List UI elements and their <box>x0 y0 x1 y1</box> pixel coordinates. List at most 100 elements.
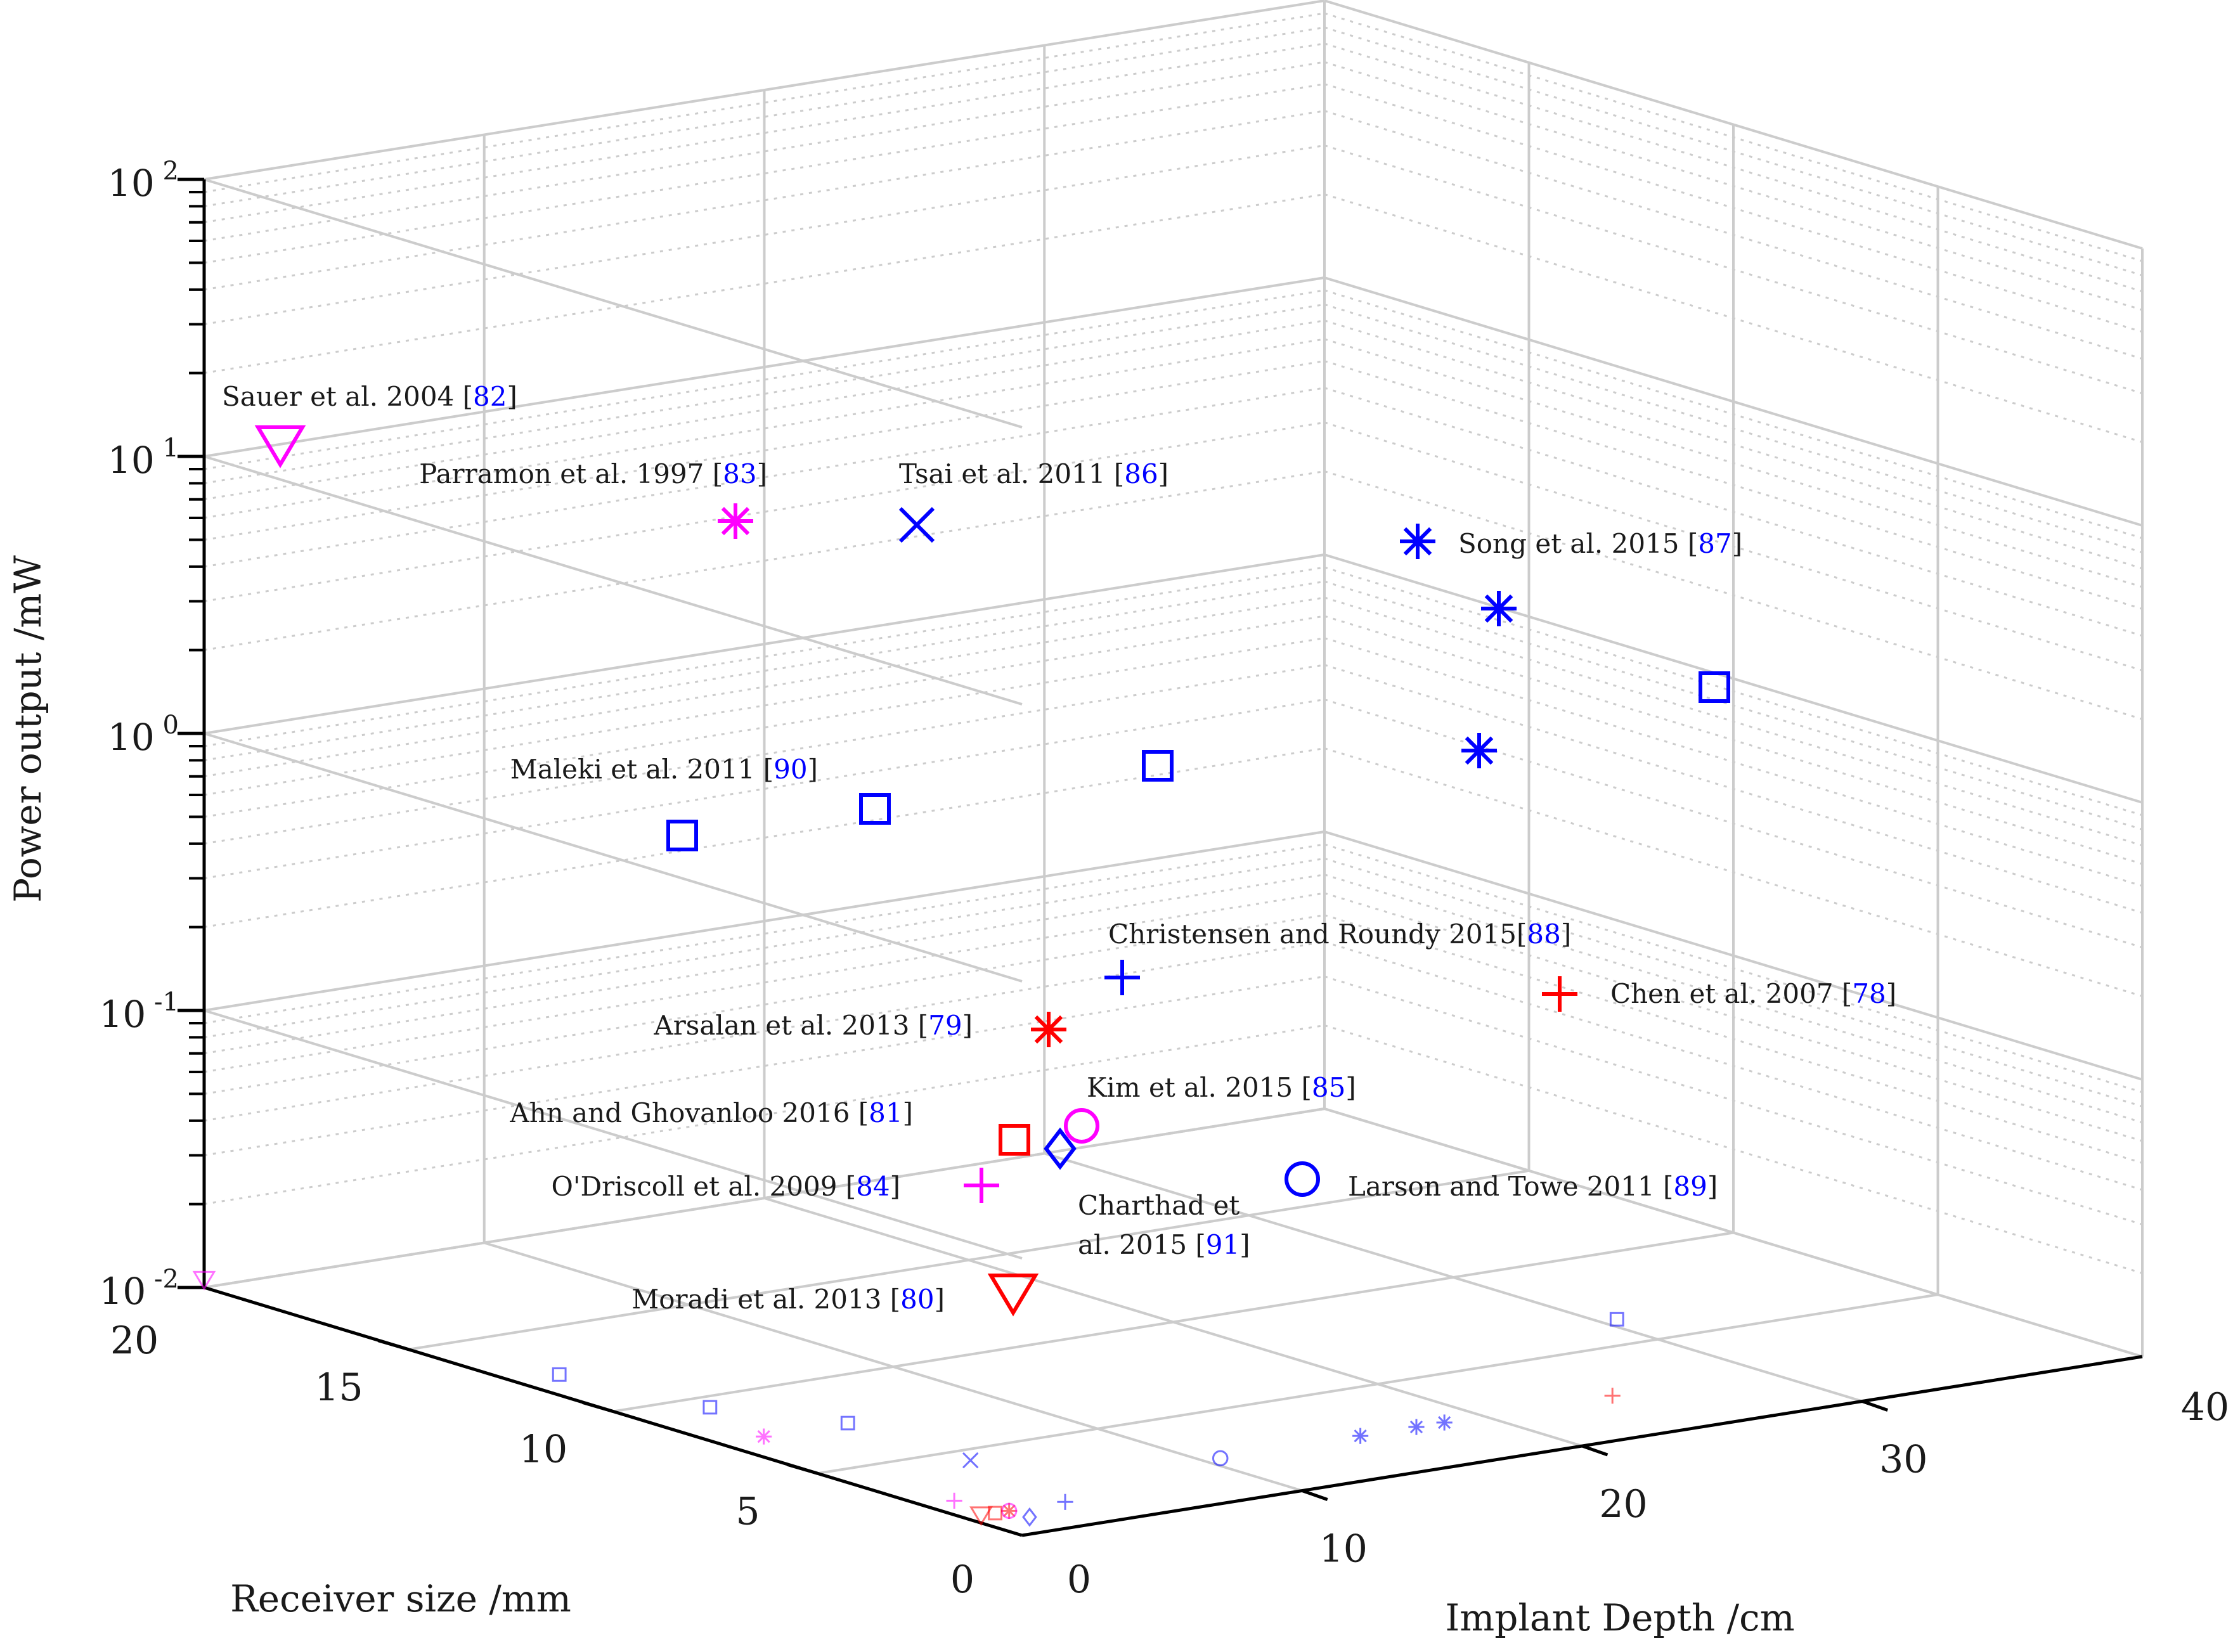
grid-floor-line <box>408 1169 1529 1351</box>
floor-shadow-marker <box>1001 1502 1018 1519</box>
y-axis-label: Receiver size /mm <box>230 1577 571 1620</box>
data-point-label: Tsai et al. 2011 [86] <box>899 458 1168 489</box>
depth-tick <box>1861 1400 1889 1412</box>
grid-minor-line <box>204 914 1325 1095</box>
grid-minor-line <box>204 857 1325 1038</box>
grid-minor-line <box>204 303 1325 484</box>
data-point-marker <box>1285 1161 1320 1197</box>
data-point-label: Moradi et al. 2013 [80] <box>631 1284 945 1315</box>
depth-tick-label: 20 <box>1599 1482 1647 1526</box>
size-tick-label: 0 <box>950 1558 974 1602</box>
data-point-label: O'Driscoll et al. 2009 [84] <box>552 1171 900 1202</box>
grid-minor-line <box>204 319 1325 501</box>
data-point-label: Sauer et al. 2004 [82] <box>222 381 517 412</box>
data-point-label: Song et al. 2015 [87] <box>1458 528 1742 559</box>
data-point-label: Chen et al. 2007 [78] <box>1610 978 1896 1009</box>
floor-shadow-marker <box>1609 1312 1624 1327</box>
data-point-marker <box>898 507 935 543</box>
grid-minor-line <box>204 42 1325 224</box>
grid-minor-line <box>204 664 1325 845</box>
data-point-label: Maleki et al. 2011 [90] <box>510 754 818 785</box>
axes-layer: 10 -2 10 -1 10 0 10 1 10 2 20 15 10 5 0 0 10 20 30 40 <box>100 157 2230 1602</box>
grid-minor-line <box>204 941 1325 1122</box>
data-point-marker <box>254 425 306 468</box>
z-tick-label: 10 -2 <box>100 1265 179 1313</box>
grid-minor-line <box>204 422 1325 602</box>
grid-minor-line <box>204 566 1325 747</box>
data-point-marker <box>964 1168 999 1203</box>
data-point-marker <box>987 1274 1039 1317</box>
grid-minor-line <box>204 747 1325 928</box>
grid-minor-line <box>204 597 1325 778</box>
size-tick-label: 10 <box>519 1428 567 1472</box>
marks-layer <box>192 425 1730 1527</box>
depth-tick <box>1301 1489 1328 1501</box>
grid-minor-line <box>204 193 1325 374</box>
grid-minor-line <box>204 843 1325 1024</box>
grid-minor-line <box>204 12 1325 193</box>
z-tick-label: 10 1 <box>108 434 179 482</box>
floor-shadow-marker <box>988 1506 1002 1521</box>
z-tick-label: 10 2 <box>108 157 179 205</box>
size-tick-label: 15 <box>314 1365 363 1410</box>
floor-shadow-marker <box>756 1428 772 1445</box>
grid-floor-line <box>204 1107 1325 1289</box>
grid-minor-line <box>204 61 1325 242</box>
grid-minor-line <box>204 470 1325 651</box>
data-point-marker <box>1064 1108 1099 1144</box>
data-point-marker <box>859 793 891 825</box>
data-point-marker <box>1699 671 1730 703</box>
data-point-marker <box>1044 1127 1077 1170</box>
data-point-label: Larson and Towe 2011 [89] <box>1348 1171 1718 1202</box>
grid-major-line <box>204 1009 1023 1260</box>
grid-minor-line <box>204 360 1325 541</box>
size-tick-label: 5 <box>735 1489 760 1533</box>
floor-shadow-marker <box>552 1367 567 1382</box>
floor-shadow-marker <box>946 1492 962 1509</box>
depth-tick-label: 10 <box>1319 1527 1368 1571</box>
floor-shadow-marker <box>1408 1419 1425 1435</box>
grid-minor-line <box>204 145 1325 325</box>
size-tick <box>582 1401 614 1413</box>
grid-minor-line <box>204 699 1325 879</box>
floor-shadow-marker <box>1212 1450 1229 1467</box>
floor-shadow-marker <box>840 1416 855 1431</box>
data-point-label: Ahn and Ghovanloo 2016 [81] <box>509 1097 913 1128</box>
depth-tick-label: 40 <box>2181 1385 2229 1429</box>
grid-minor-line <box>204 338 1325 519</box>
z-tick-label: 10 -1 <box>100 988 179 1036</box>
data-point-marker <box>1031 1012 1066 1047</box>
floor-shadow-marker <box>1604 1388 1621 1404</box>
floor-shadow-marker <box>1352 1428 1369 1444</box>
grid-minor-line <box>204 874 1325 1055</box>
z-tick-label: 10 0 <box>108 711 179 759</box>
floor-shadow-marker <box>192 1270 216 1291</box>
floor-shadow-marker <box>702 1400 718 1415</box>
data-point-label: Christensen and Roundy 2015[88] <box>1108 919 1571 950</box>
data-point-marker <box>666 820 698 851</box>
grid-minor-line <box>204 580 1325 761</box>
depth-tick-label: 0 <box>1067 1558 1091 1602</box>
grid-layer <box>203 0 2144 1537</box>
grid-major-line <box>204 732 1023 983</box>
data-point-label: Parramon et al. 1997 [83] <box>419 458 767 489</box>
grid-minor-line <box>204 110 1325 291</box>
floor-shadow-marker <box>1057 1494 1073 1510</box>
z-axis-label: Power output /mW <box>6 555 49 903</box>
grid-minor-line <box>204 637 1325 818</box>
data-point-marker <box>718 503 753 539</box>
size-tick <box>786 1462 819 1475</box>
labels-layer: Sauer et al. 2004 [82] Parramon et al. 19… <box>222 381 1896 1315</box>
grid-minor-line <box>204 1024 1325 1205</box>
grid-floor-line <box>817 1293 1938 1475</box>
data-point-label: Arsalan et al. 2013 [79] <box>653 1010 973 1041</box>
grid-minor-line <box>204 976 1325 1156</box>
floor-shadow-marker <box>1022 1507 1037 1527</box>
data-point-marker <box>1104 960 1140 995</box>
floor-shadow-marker <box>962 1452 979 1469</box>
data-point-label: Kim et al. 2015 [85] <box>1087 1072 1356 1103</box>
grid-minor-line <box>204 615 1325 796</box>
data-point-marker <box>1400 524 1435 559</box>
grid-floor-line <box>612 1231 1734 1413</box>
